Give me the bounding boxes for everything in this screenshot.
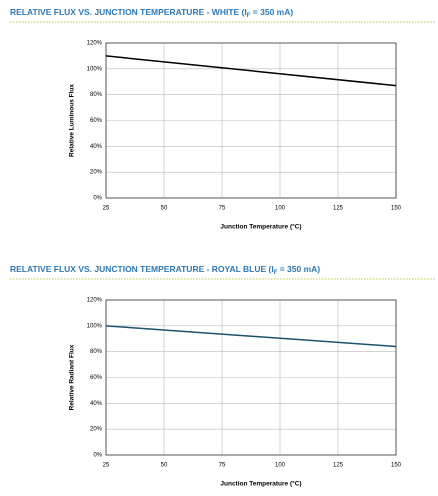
y-tick-label: 60% xyxy=(90,375,103,381)
y-tick-label: 20% xyxy=(90,170,103,176)
y-tick-label: 120% xyxy=(87,298,103,304)
x-tick-label: 75 xyxy=(219,206,226,212)
title-subscript: F xyxy=(247,13,251,19)
title-text: = 350 mA) xyxy=(277,264,320,274)
y-tick-label: 40% xyxy=(90,144,103,150)
chart-title: RELATIVE FLUX VS. JUNCTION TEMPERATURE -… xyxy=(10,7,293,18)
x-tick-label: 150 xyxy=(391,206,402,212)
chart-title: RELATIVE FLUX VS. JUNCTION TEMPERATURE -… xyxy=(10,264,320,275)
title-text: = 350 mA) xyxy=(250,7,293,17)
y-tick-label: 0% xyxy=(93,196,102,202)
x-tick-label: 25 xyxy=(103,206,110,212)
x-tick-label: 150 xyxy=(391,463,402,469)
y-axis-label: Relative Radiant Flux xyxy=(69,344,76,410)
x-tick-label: 50 xyxy=(161,206,168,212)
y-axis-label: Relative Luminous Flux xyxy=(69,84,76,157)
y-tick-label: 120% xyxy=(87,41,103,47)
x-tick-label: 125 xyxy=(333,463,344,469)
chart: RELATIVE FLUX VS. JUNCTION TEMPERATURE -… xyxy=(10,264,436,488)
y-tick-label: 0% xyxy=(93,453,102,459)
plot-frame xyxy=(105,42,397,199)
title-subscript: F xyxy=(274,270,278,276)
title-text: RELATIVE FLUX VS. JUNCTION TEMPERATURE -… xyxy=(10,7,247,17)
line-series xyxy=(105,325,397,348)
x-axis-label: Junction Temperature (°C) xyxy=(220,480,301,488)
x-tick-label: 125 xyxy=(333,206,344,212)
y-tick-label: 100% xyxy=(87,323,103,329)
x-tick-label: 25 xyxy=(103,463,110,469)
x-axis-label: Junction Temperature (°C) xyxy=(220,223,301,231)
y-tick-label: 80% xyxy=(90,92,103,98)
x-tick-label: 100 xyxy=(275,463,286,469)
chart: RELATIVE FLUX VS. JUNCTION TEMPERATURE -… xyxy=(10,7,436,231)
plot-frame xyxy=(105,299,397,456)
x-tick-label: 50 xyxy=(161,463,168,469)
x-tick-label: 100 xyxy=(275,206,286,212)
y-tick-label: 80% xyxy=(90,349,103,355)
line-series xyxy=(105,55,397,87)
y-tick-label: 20% xyxy=(90,427,103,433)
title-text: RELATIVE FLUX VS. JUNCTION TEMPERATURE -… xyxy=(10,264,274,274)
y-tick-label: 60% xyxy=(90,118,103,124)
y-tick-label: 40% xyxy=(90,401,103,407)
y-tick-label: 100% xyxy=(87,66,103,72)
x-tick-label: 75 xyxy=(219,463,226,469)
